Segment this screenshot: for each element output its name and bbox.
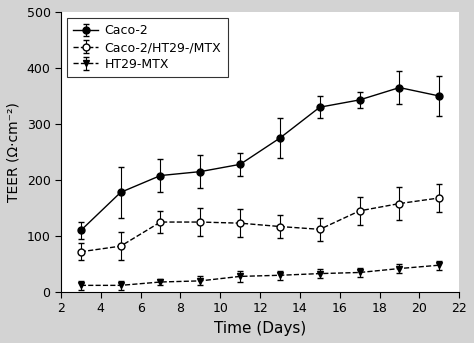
Y-axis label: TEER (Ω·cm⁻²): TEER (Ω·cm⁻²) (7, 102, 21, 202)
Legend: Caco-2, Caco-2/HT29-/MTX, HT29-MTX: Caco-2, Caco-2/HT29-/MTX, HT29-MTX (67, 18, 228, 77)
X-axis label: Time (Days): Time (Days) (214, 321, 306, 336)
